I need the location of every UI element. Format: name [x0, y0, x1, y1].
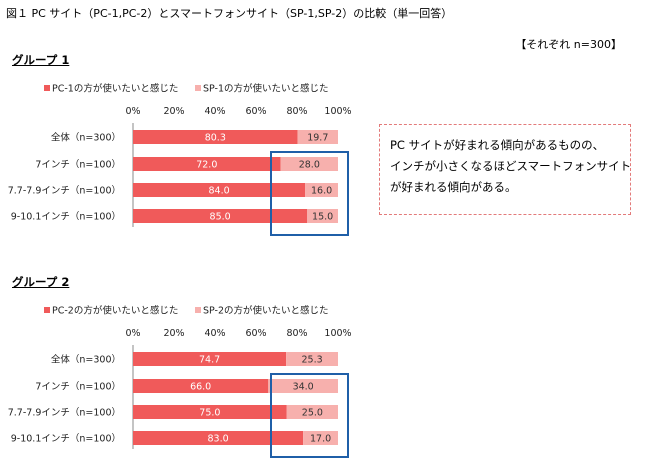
g2-data-label-pc-1: 74.7: [199, 355, 220, 366]
g1-tick-label-2: 40%: [204, 106, 225, 117]
g1-tick-label-5: 100%: [324, 106, 351, 117]
group-1-chart: PC-1の方が使いたいと感じた SP-1の方が使いたいと感じた 0% 20% 40% 60…: [8, 83, 352, 236]
g2-tick-label-3: 60%: [245, 328, 266, 339]
finding-note-line-2: インチが小さくなるほどスマートフォンサイト: [390, 159, 632, 173]
g1-bar-sp-1: [297, 130, 338, 144]
g1-data-label-pc-1: 80.3: [205, 133, 226, 144]
g2-data-label-sp-4: 17.0: [310, 434, 331, 445]
g2-data-label-pc-3: 75.0: [199, 408, 220, 419]
g2-legend-swatch-1: [44, 307, 50, 313]
g2-category-label-1: 全体（n=300）: [51, 354, 121, 366]
g2-data-label-pc-2: 66.0: [190, 382, 211, 393]
g1-bar-sp-4: [307, 209, 338, 223]
g2-bar-pc-2: [133, 379, 269, 393]
g1-data-label-sp-2: 28.0: [299, 160, 320, 171]
g1-data-label-sp-4: 15.0: [312, 212, 333, 223]
g2-data-label-pc-4: 83.0: [207, 434, 228, 445]
g1-bar-pc-1: [133, 130, 298, 144]
g2-legend-label-2: SP-2の方が使いたいと感じた: [203, 305, 329, 317]
g2-data-label-sp-3: 25.0: [302, 408, 323, 419]
g2-tick-label-5: 100%: [324, 328, 351, 339]
finding-note-line-1: PC サイトが好まれる傾向があるものの、: [390, 138, 605, 152]
g2-category-label-3: 7.7-7.9インチ（n=100）: [8, 407, 121, 419]
g1-data-label-sp-3: 16.0: [311, 186, 332, 197]
g1-category-label-2: 7インチ（n=100）: [35, 159, 121, 171]
g2-tick-label-0: 0%: [125, 328, 140, 339]
g1-data-label-pc-4: 85.0: [210, 212, 231, 223]
group-2-chart: PC-2の方が使いたいと感じた SP-2の方が使いたいと感じた 0% 20% 40% 60…: [8, 305, 352, 458]
g2-highlight-box: [270, 373, 349, 458]
g2-legend-swatch-2: [195, 307, 201, 313]
g2-data-label-sp-1: 25.3: [301, 355, 322, 366]
finding-note-line-3: が好まれる傾向がある。: [390, 180, 517, 194]
g1-tick-label-1: 20%: [163, 106, 184, 117]
g2-bar-pc-3: [133, 405, 287, 419]
g1-category-label-3: 7.7-7.9インチ（n=100）: [8, 185, 121, 197]
g2-bar-sp-3: [286, 405, 338, 419]
g2-tick-label-2: 40%: [204, 328, 225, 339]
g1-bar-sp-3: [305, 183, 338, 197]
g2-bar-sp-2: [268, 379, 338, 393]
g2-bar-sp-1: [286, 352, 338, 366]
g2-tick-label-1: 20%: [163, 328, 184, 339]
g1-highlight-box: [270, 151, 349, 236]
g2-legend-label-1: PC-2の方が使いたいと感じた: [52, 305, 178, 317]
g1-tick-label-3: 60%: [245, 106, 266, 117]
g1-category-label-1: 全体（n=300）: [51, 132, 121, 144]
g1-bar-pc-4: [133, 209, 308, 223]
g1-data-label-sp-1: 19.7: [307, 133, 328, 144]
g1-bar-pc-3: [133, 183, 306, 197]
g1-data-label-pc-3: 84.0: [209, 186, 230, 197]
g1-tick-label-0: 0%: [125, 106, 140, 117]
group-2-title: グループ 2: [12, 275, 70, 289]
group-1-title: グループ 1: [12, 53, 70, 67]
g1-legend-swatch-2: [195, 85, 201, 91]
g1-legend-swatch-1: [44, 85, 50, 91]
g2-category-label-2: 7インチ（n=100）: [35, 381, 121, 393]
figure-title: 図１ PC サイト（PC-1,PC-2）とスマートフォンサイト（SP-1,SP-…: [6, 7, 453, 20]
g1-bar-pc-2: [133, 157, 281, 171]
sample-size-note: 【それぞれ n=300】: [515, 38, 622, 51]
g2-bar-pc-4: [133, 431, 304, 445]
g2-tick-label-4: 80%: [286, 328, 307, 339]
g1-tick-label-4: 80%: [286, 106, 307, 117]
g2-bar-pc-1: [133, 352, 287, 366]
g2-data-label-sp-2: 34.0: [293, 382, 314, 393]
g1-category-label-4: 9-10.1インチ（n=100）: [11, 211, 121, 223]
g1-legend-label-2: SP-1の方が使いたいと感じた: [203, 83, 329, 95]
g1-bar-sp-2: [280, 157, 338, 171]
g2-category-label-4: 9-10.1インチ（n=100）: [11, 433, 121, 445]
g1-data-label-pc-2: 72.0: [196, 160, 217, 171]
g1-legend-label-1: PC-1の方が使いたいと感じた: [52, 83, 178, 95]
finding-note-box: PC サイトが好まれる傾向があるものの、 インチが小さくなるほどスマートフォンサ…: [379, 124, 631, 215]
g2-bar-sp-4: [303, 431, 338, 445]
